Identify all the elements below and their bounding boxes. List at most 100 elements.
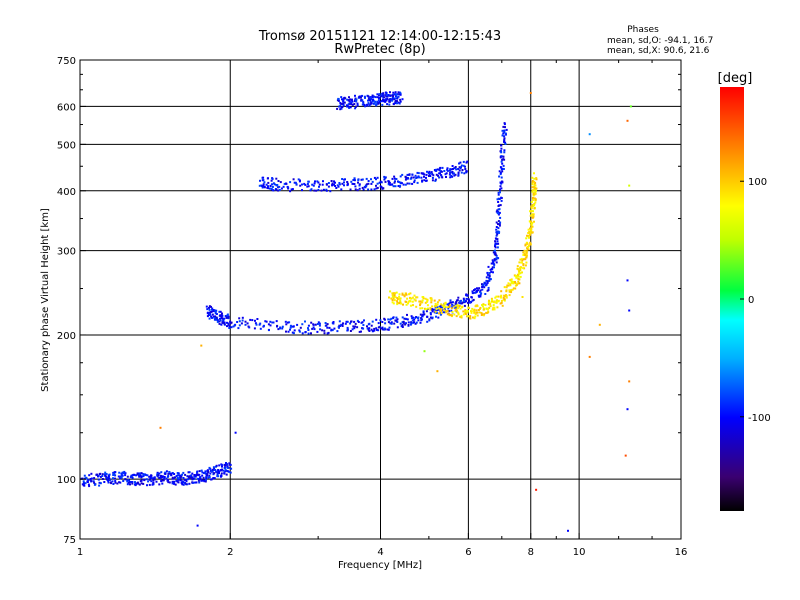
trace-point bbox=[391, 96, 394, 99]
trace-point bbox=[365, 185, 368, 187]
trace-point bbox=[385, 99, 388, 102]
trace-point bbox=[527, 248, 530, 251]
trace-point bbox=[191, 472, 194, 475]
trace-point bbox=[358, 183, 361, 186]
trace-point bbox=[367, 180, 370, 182]
trace-point bbox=[349, 102, 352, 105]
trace-point bbox=[371, 96, 374, 99]
trace-point bbox=[525, 241, 528, 244]
trace-point bbox=[448, 173, 451, 176]
trace-point bbox=[482, 307, 485, 310]
trace-point bbox=[105, 475, 108, 478]
trace-point bbox=[209, 313, 212, 316]
trace-point bbox=[495, 226, 498, 228]
trace-point bbox=[422, 313, 425, 316]
trace-point bbox=[221, 317, 224, 320]
trace-point bbox=[203, 472, 206, 475]
trace-point bbox=[113, 472, 116, 475]
trace-point bbox=[405, 303, 408, 306]
trace-point bbox=[389, 91, 391, 94]
trace-point bbox=[316, 323, 319, 325]
trace-point bbox=[349, 322, 352, 325]
trace-point bbox=[469, 301, 471, 304]
trace-point bbox=[460, 302, 463, 305]
trace-point bbox=[386, 97, 389, 100]
trace-point bbox=[497, 295, 500, 298]
scatter-point bbox=[521, 296, 524, 298]
trace-point bbox=[299, 326, 302, 329]
trace-point bbox=[524, 254, 526, 256]
trace-point bbox=[464, 168, 467, 170]
trace-point bbox=[322, 180, 324, 183]
trace-point bbox=[193, 474, 196, 476]
trace-point bbox=[482, 308, 485, 311]
trace-point bbox=[228, 325, 231, 328]
trace-point bbox=[370, 178, 372, 181]
trace-point bbox=[505, 294, 508, 297]
trace-point bbox=[353, 327, 356, 330]
trace-point bbox=[469, 315, 472, 318]
trace-point bbox=[497, 227, 500, 230]
trace-point bbox=[489, 268, 492, 271]
trace-point bbox=[394, 100, 397, 102]
trace-point bbox=[270, 187, 273, 190]
trace-point bbox=[330, 180, 333, 182]
trace-point bbox=[462, 310, 465, 313]
scatter-point bbox=[628, 184, 631, 187]
trace-point bbox=[367, 182, 370, 185]
scatter-point bbox=[567, 529, 569, 532]
trace-point bbox=[501, 158, 504, 161]
trace-point bbox=[422, 310, 425, 313]
trace-point bbox=[391, 294, 394, 297]
trace-point bbox=[276, 324, 279, 327]
trace-point bbox=[279, 181, 282, 184]
trace-point bbox=[478, 311, 481, 314]
trace-point bbox=[211, 308, 213, 311]
trace-point bbox=[318, 324, 321, 327]
trace-point bbox=[394, 296, 397, 299]
trace-point bbox=[497, 205, 500, 207]
trace-point bbox=[206, 474, 209, 477]
trace-point bbox=[531, 176, 534, 179]
trace-point bbox=[370, 97, 373, 100]
trace-point bbox=[398, 93, 401, 96]
trace-point bbox=[485, 279, 488, 282]
trace-point bbox=[90, 477, 93, 480]
trace-point bbox=[447, 306, 450, 308]
trace-point bbox=[461, 169, 464, 171]
trace-point bbox=[393, 177, 396, 180]
trace-point bbox=[394, 102, 397, 105]
trace-point bbox=[384, 100, 387, 103]
trace-point bbox=[196, 477, 199, 480]
trace-point bbox=[535, 178, 538, 181]
trace-point bbox=[119, 475, 122, 478]
trace-point bbox=[450, 314, 453, 317]
trace-point bbox=[422, 297, 425, 300]
trace-point bbox=[426, 320, 429, 323]
trace-point bbox=[460, 314, 463, 317]
trace-point bbox=[503, 298, 506, 301]
trace-point bbox=[497, 208, 500, 211]
trace-point bbox=[117, 475, 120, 478]
trace-point bbox=[389, 183, 392, 186]
trace-point bbox=[470, 311, 473, 314]
trace-point bbox=[241, 316, 244, 319]
trace-point bbox=[415, 316, 418, 318]
trace-point bbox=[500, 290, 503, 293]
trace-point bbox=[342, 97, 345, 100]
trace-point bbox=[402, 320, 405, 323]
trace-point bbox=[263, 185, 266, 188]
trace-point bbox=[397, 101, 400, 104]
trace-point bbox=[206, 308, 209, 311]
trace-point bbox=[390, 322, 393, 325]
trace-point bbox=[334, 185, 337, 187]
trace-point bbox=[338, 320, 341, 323]
trace-point bbox=[500, 151, 503, 154]
trace-point bbox=[435, 304, 438, 307]
trace-point bbox=[375, 328, 378, 331]
trace-point bbox=[336, 184, 339, 187]
trace-point bbox=[386, 328, 389, 331]
trace-point bbox=[303, 182, 306, 185]
trace-point bbox=[369, 96, 372, 99]
trace-point bbox=[381, 326, 384, 329]
